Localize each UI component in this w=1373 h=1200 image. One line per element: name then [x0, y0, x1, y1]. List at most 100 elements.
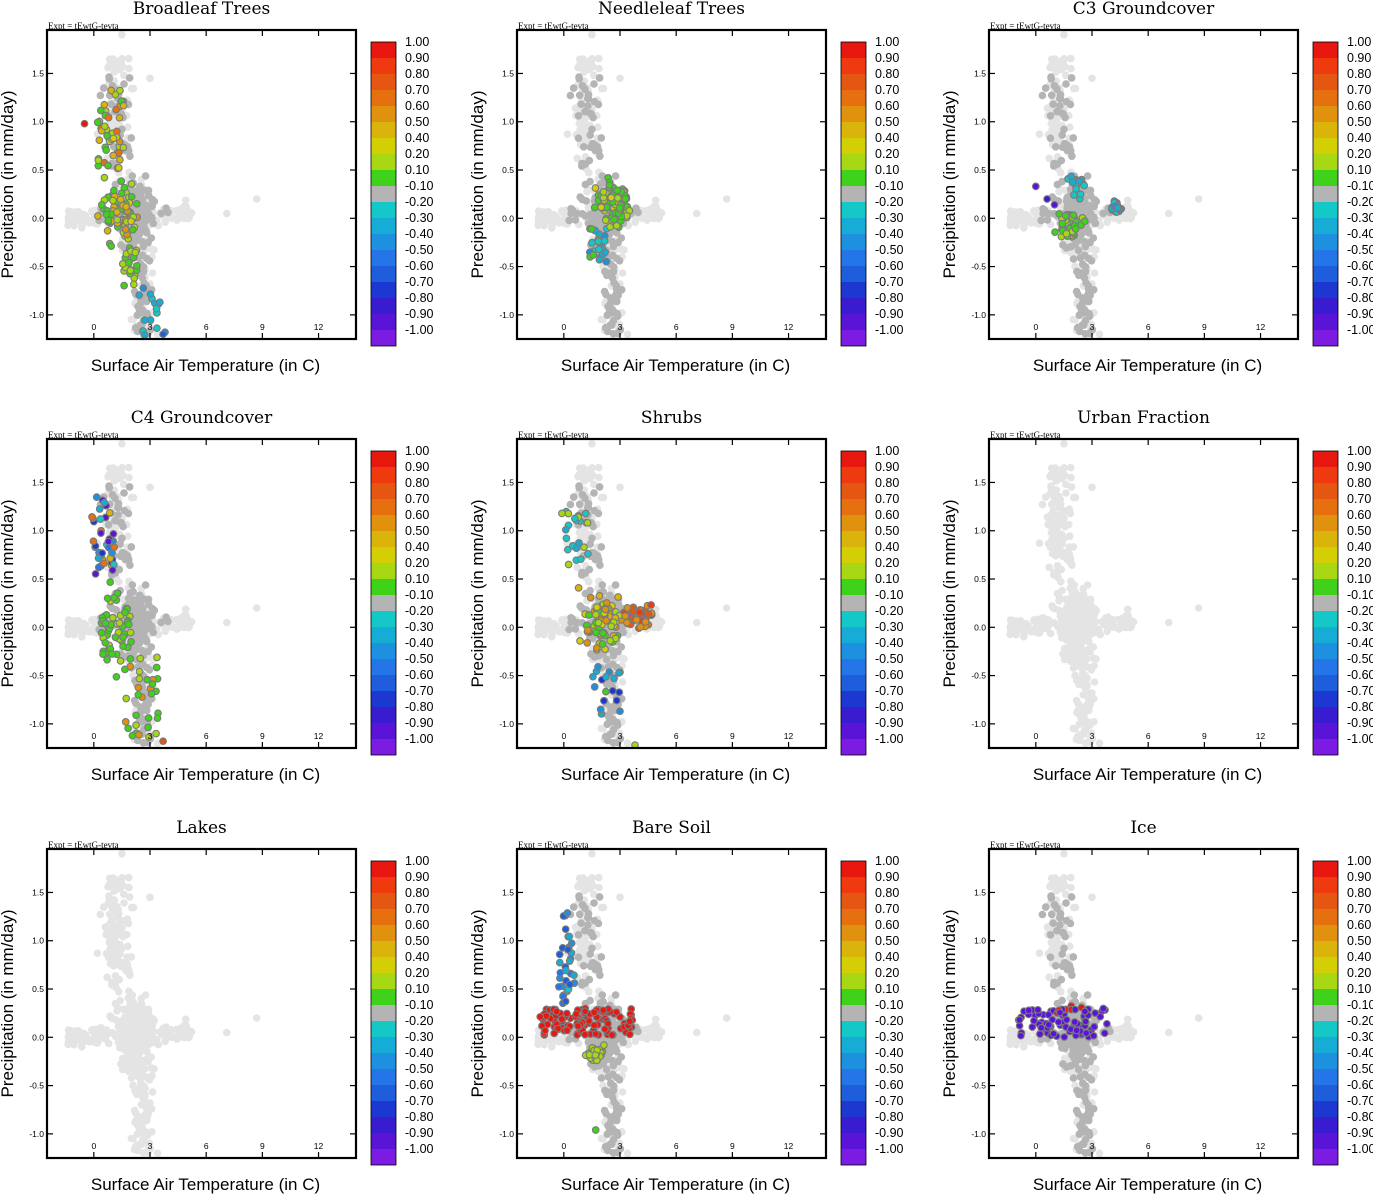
- scatter-point: [587, 225, 596, 233]
- colorbar-swatch: [371, 58, 396, 74]
- scatter-point-bg: [1047, 119, 1056, 128]
- scatter-point-grey: [575, 73, 583, 81]
- scatter-point: [140, 316, 149, 325]
- scatter-point-grey: [139, 739, 148, 747]
- scatter-point-grey: [584, 102, 592, 110]
- scatter-point-bg: [651, 213, 659, 221]
- colorbar-label: 0.40: [1347, 131, 1371, 145]
- scatter-point-bg: [1194, 195, 1203, 203]
- colorbar-label: 0.80: [875, 67, 899, 81]
- colorbar-label: -0.70: [405, 275, 434, 289]
- colorbar-swatch: [1313, 298, 1338, 314]
- points-layer: [534, 440, 731, 748]
- colorbar-swatch: [371, 563, 396, 579]
- plot-frame: [987, 28, 1300, 341]
- scatter-point: [97, 529, 105, 537]
- colorbar-label: -0.80: [1347, 291, 1373, 305]
- colorbar-label: -0.30: [1347, 211, 1373, 225]
- scatter-point: [610, 215, 618, 224]
- scatter-point-bg: [597, 493, 606, 502]
- scatter-point-bg: [1067, 64, 1075, 73]
- scatter-point-grey: [108, 604, 117, 613]
- scatter-point-bg: [125, 54, 133, 63]
- x-axis-label: Surface Air Temperature (in C): [91, 356, 320, 375]
- scatter-point-grey: [612, 282, 621, 290]
- colorbar-swatch: [841, 138, 866, 154]
- colorbar-label: 1.00: [1347, 35, 1371, 49]
- colorbar-swatch: [371, 739, 396, 755]
- scatter-point-bg: [579, 55, 587, 63]
- scatter-point-bg: [1123, 196, 1132, 205]
- scatter-point: [135, 674, 144, 683]
- scatter-point-bg: [180, 202, 188, 211]
- expt-label: Expt = tEwtG-tevta: [518, 21, 589, 31]
- scatter-point-grey: [1067, 242, 1076, 251]
- colorbar: 1.000.900.800.700.600.500.400.200.10-0.1…: [370, 444, 434, 756]
- scatter-point-bg: [587, 60, 596, 68]
- scatter-point: [131, 248, 140, 257]
- scatter-point-bg: [80, 621, 89, 629]
- colorbar-swatch: [371, 675, 396, 691]
- scatter-point: [139, 284, 148, 292]
- scatter-point-bg: [120, 71, 128, 80]
- colorbar-swatch: [371, 282, 396, 298]
- expt-label: Expt = tEwtG-tevta: [48, 430, 119, 440]
- scatter-point: [103, 226, 112, 235]
- scatter-point-grey: [608, 296, 616, 305]
- scatter-point: [119, 143, 128, 152]
- x-tick-label: 3: [148, 322, 153, 332]
- colorbar-frame: [370, 450, 397, 756]
- scatter-point: [112, 105, 120, 114]
- y-tick-label: 0.5: [974, 165, 986, 175]
- y-tick-label: -0.5: [499, 262, 514, 272]
- scatter-point-grey: [1045, 209, 1053, 218]
- scatter-point: [103, 131, 111, 140]
- scatter-point-bg: [1059, 60, 1068, 68]
- scatter-point: [606, 223, 614, 231]
- scatter-point-bg: [1092, 246, 1100, 254]
- plot-frame: [45, 28, 358, 341]
- colorbar-swatch: [371, 138, 396, 154]
- scatter-point: [1031, 182, 1040, 191]
- scatter-point-grey: [1072, 287, 1081, 296]
- scatter-point-bg: [181, 213, 189, 221]
- scatter-point-bg: [252, 195, 261, 203]
- scatter-point-bg: [618, 269, 627, 277]
- colorbar-label: -0.10: [875, 179, 904, 193]
- scatter-point-bg: [595, 54, 603, 63]
- scatter-point-grey: [609, 267, 618, 276]
- scatter-point-grey: [126, 561, 134, 569]
- colorbar-swatch: [371, 467, 396, 483]
- x-tick-label: 0: [1033, 322, 1038, 332]
- y-tick-label: -0.5: [971, 262, 986, 272]
- scatter-point-grey: [608, 274, 617, 282]
- scatter-point-bg: [1045, 154, 1053, 163]
- scatter-point-bg: [571, 104, 580, 112]
- scatter-point-grey: [136, 637, 144, 645]
- colorbar-label: 0.60: [875, 99, 899, 113]
- scatter-point-grey: [594, 100, 603, 109]
- scatter-point: [127, 217, 135, 226]
- points-layer: [64, 31, 261, 339]
- scatter-point: [126, 266, 135, 275]
- colorbar-label: -0.60: [875, 259, 904, 273]
- colorbar-swatch: [841, 314, 866, 330]
- colorbar-frame: [1312, 41, 1339, 347]
- colorbar-swatch: [1313, 234, 1338, 250]
- scatter-point-grey: [588, 125, 596, 134]
- scatter-point: [96, 106, 105, 115]
- colorbar-label: -0.40: [405, 636, 434, 650]
- scatter-point-grey: [1069, 255, 1078, 263]
- scatter-point-grey: [578, 159, 586, 168]
- x-tick-label: 12: [314, 322, 324, 332]
- scatter-point: [1067, 172, 1076, 181]
- scatter-point-grey: [128, 596, 137, 604]
- scatter-point-bg: [587, 469, 596, 477]
- scatter-point-grey: [124, 509, 133, 518]
- scatter-point: [589, 251, 598, 259]
- scatter-point-grey: [104, 521, 113, 529]
- scatter-point-bg: [650, 202, 658, 211]
- scatter-point-bg: [535, 622, 543, 630]
- scatter-point-grey: [1068, 152, 1076, 160]
- scatter-point-grey: [585, 156, 594, 165]
